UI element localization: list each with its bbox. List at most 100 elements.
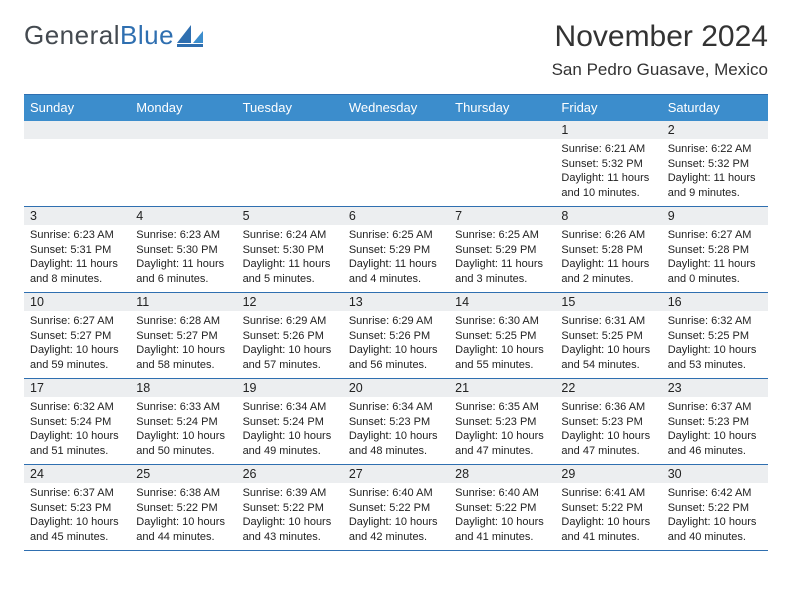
day-sunset: Sunset: 5:29 PM: [455, 243, 549, 258]
day-body: Sunrise: 6:41 AMSunset: 5:22 PMDaylight:…: [555, 483, 661, 550]
day-sunrise: Sunrise: 6:34 AM: [243, 400, 337, 415]
day-body: Sunrise: 6:27 AMSunset: 5:27 PMDaylight:…: [24, 311, 130, 378]
day-number: 26: [237, 465, 343, 483]
day-sunset: Sunset: 5:22 PM: [561, 501, 655, 516]
week-row: 17Sunrise: 6:32 AMSunset: 5:24 PMDayligh…: [24, 379, 768, 465]
day-body: Sunrise: 6:39 AMSunset: 5:22 PMDaylight:…: [237, 483, 343, 550]
day-daylight: Daylight: 10 hours and 51 minutes.: [30, 429, 124, 458]
day-sunrise: Sunrise: 6:31 AM: [561, 314, 655, 329]
day-cell: 3Sunrise: 6:23 AMSunset: 5:31 PMDaylight…: [24, 207, 130, 292]
day-sunset: Sunset: 5:22 PM: [243, 501, 337, 516]
weeks-container: 1Sunrise: 6:21 AMSunset: 5:32 PMDaylight…: [24, 121, 768, 551]
day-number: 15: [555, 293, 661, 311]
logo-word1: General: [24, 20, 120, 50]
day-daylight: Daylight: 10 hours and 58 minutes.: [136, 343, 230, 372]
day-sunset: Sunset: 5:27 PM: [136, 329, 230, 344]
day-sunset: Sunset: 5:28 PM: [668, 243, 762, 258]
day-cell: 2Sunrise: 6:22 AMSunset: 5:32 PMDaylight…: [662, 121, 768, 206]
day-body: [237, 139, 343, 201]
day-cell: 17Sunrise: 6:32 AMSunset: 5:24 PMDayligh…: [24, 379, 130, 464]
day-cell: [130, 121, 236, 206]
day-cell: 26Sunrise: 6:39 AMSunset: 5:22 PMDayligh…: [237, 465, 343, 550]
day-daylight: Daylight: 10 hours and 41 minutes.: [561, 515, 655, 544]
day-cell: 5Sunrise: 6:24 AMSunset: 5:30 PMDaylight…: [237, 207, 343, 292]
day-daylight: Daylight: 10 hours and 47 minutes.: [455, 429, 549, 458]
day-body: Sunrise: 6:23 AMSunset: 5:31 PMDaylight:…: [24, 225, 130, 292]
day-sunrise: Sunrise: 6:35 AM: [455, 400, 549, 415]
day-cell: 25Sunrise: 6:38 AMSunset: 5:22 PMDayligh…: [130, 465, 236, 550]
day-sunrise: Sunrise: 6:22 AM: [668, 142, 762, 157]
day-daylight: Daylight: 10 hours and 47 minutes.: [561, 429, 655, 458]
day-cell: 15Sunrise: 6:31 AMSunset: 5:25 PMDayligh…: [555, 293, 661, 378]
day-sunrise: Sunrise: 6:32 AM: [668, 314, 762, 329]
day-number: 1: [555, 121, 661, 139]
day-cell: 1Sunrise: 6:21 AMSunset: 5:32 PMDaylight…: [555, 121, 661, 206]
page-title: November 2024: [552, 20, 768, 54]
day-cell: 16Sunrise: 6:32 AMSunset: 5:25 PMDayligh…: [662, 293, 768, 378]
page: GeneralBlue November 2024 San Pedro Guas…: [0, 0, 792, 612]
day-number: 30: [662, 465, 768, 483]
day-sunset: Sunset: 5:25 PM: [455, 329, 549, 344]
day-sunrise: Sunrise: 6:34 AM: [349, 400, 443, 415]
day-sunrise: Sunrise: 6:29 AM: [243, 314, 337, 329]
day-sunset: Sunset: 5:23 PM: [30, 501, 124, 516]
day-sunrise: Sunrise: 6:28 AM: [136, 314, 230, 329]
day-body: Sunrise: 6:35 AMSunset: 5:23 PMDaylight:…: [449, 397, 555, 464]
day-sunset: Sunset: 5:24 PM: [243, 415, 337, 430]
day-number: 16: [662, 293, 768, 311]
day-sunset: Sunset: 5:29 PM: [349, 243, 443, 258]
dow-cell: Monday: [130, 95, 236, 121]
day-number: 13: [343, 293, 449, 311]
day-cell: 14Sunrise: 6:30 AMSunset: 5:25 PMDayligh…: [449, 293, 555, 378]
day-cell: 7Sunrise: 6:25 AMSunset: 5:29 PMDaylight…: [449, 207, 555, 292]
day-body: Sunrise: 6:31 AMSunset: 5:25 PMDaylight:…: [555, 311, 661, 378]
day-daylight: Daylight: 10 hours and 43 minutes.: [243, 515, 337, 544]
day-sunset: Sunset: 5:22 PM: [668, 501, 762, 516]
dow-cell: Thursday: [449, 95, 555, 121]
day-body: Sunrise: 6:29 AMSunset: 5:26 PMDaylight:…: [343, 311, 449, 378]
day-body: Sunrise: 6:34 AMSunset: 5:23 PMDaylight:…: [343, 397, 449, 464]
week-row: 24Sunrise: 6:37 AMSunset: 5:23 PMDayligh…: [24, 465, 768, 551]
day-sunrise: Sunrise: 6:25 AM: [349, 228, 443, 243]
day-sunrise: Sunrise: 6:27 AM: [30, 314, 124, 329]
day-sunset: Sunset: 5:23 PM: [561, 415, 655, 430]
day-number: [343, 121, 449, 139]
day-sunrise: Sunrise: 6:23 AM: [136, 228, 230, 243]
day-cell: 20Sunrise: 6:34 AMSunset: 5:23 PMDayligh…: [343, 379, 449, 464]
day-daylight: Daylight: 11 hours and 6 minutes.: [136, 257, 230, 286]
day-sunset: Sunset: 5:30 PM: [136, 243, 230, 258]
day-number: 12: [237, 293, 343, 311]
day-cell: 12Sunrise: 6:29 AMSunset: 5:26 PMDayligh…: [237, 293, 343, 378]
day-sunrise: Sunrise: 6:21 AM: [561, 142, 655, 157]
logo-text: GeneralBlue: [24, 20, 174, 51]
dow-cell: Sunday: [24, 95, 130, 121]
day-sunset: Sunset: 5:23 PM: [349, 415, 443, 430]
day-number: 4: [130, 207, 236, 225]
day-sunset: Sunset: 5:27 PM: [30, 329, 124, 344]
day-sunset: Sunset: 5:26 PM: [349, 329, 443, 344]
week-row: 10Sunrise: 6:27 AMSunset: 5:27 PMDayligh…: [24, 293, 768, 379]
day-sunset: Sunset: 5:22 PM: [136, 501, 230, 516]
logo-sail-icon: [177, 25, 203, 47]
day-number: 8: [555, 207, 661, 225]
day-sunset: Sunset: 5:30 PM: [243, 243, 337, 258]
day-number: 5: [237, 207, 343, 225]
day-body: Sunrise: 6:40 AMSunset: 5:22 PMDaylight:…: [449, 483, 555, 550]
day-cell: 6Sunrise: 6:25 AMSunset: 5:29 PMDaylight…: [343, 207, 449, 292]
dow-cell: Friday: [555, 95, 661, 121]
day-cell: 9Sunrise: 6:27 AMSunset: 5:28 PMDaylight…: [662, 207, 768, 292]
day-cell: 23Sunrise: 6:37 AMSunset: 5:23 PMDayligh…: [662, 379, 768, 464]
day-body: Sunrise: 6:32 AMSunset: 5:25 PMDaylight:…: [662, 311, 768, 378]
day-sunrise: Sunrise: 6:24 AM: [243, 228, 337, 243]
day-sunset: Sunset: 5:25 PM: [668, 329, 762, 344]
day-number: 25: [130, 465, 236, 483]
day-daylight: Daylight: 10 hours and 44 minutes.: [136, 515, 230, 544]
day-sunrise: Sunrise: 6:32 AM: [30, 400, 124, 415]
day-cell: 4 Sunrise: 6:23 AMSunset: 5:30 PMDaylight…: [130, 207, 236, 292]
day-daylight: Daylight: 10 hours and 40 minutes.: [668, 515, 762, 544]
day-daylight: Daylight: 11 hours and 3 minutes.: [455, 257, 549, 286]
day-daylight: Daylight: 10 hours and 55 minutes.: [455, 343, 549, 372]
day-sunrise: Sunrise: 6:40 AM: [349, 486, 443, 501]
logo-word2: Blue: [120, 20, 174, 50]
day-body: Sunrise: 6:28 AMSunset: 5:27 PMDaylight:…: [130, 311, 236, 378]
